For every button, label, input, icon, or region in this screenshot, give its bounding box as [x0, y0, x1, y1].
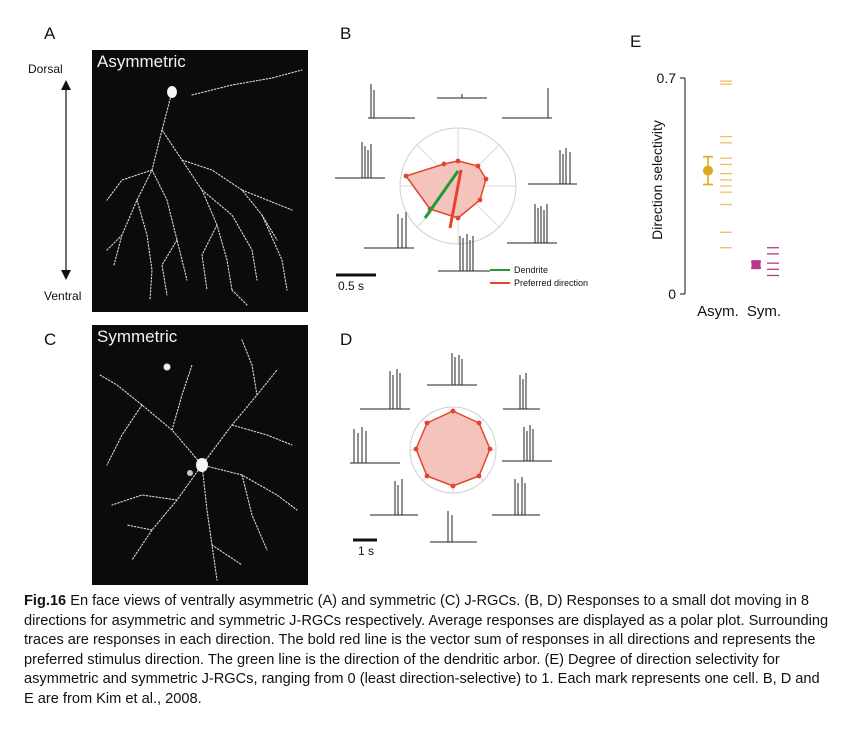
panel-a-label: A — [44, 24, 56, 43]
preferred-direction-vector — [448, 169, 463, 229]
dendrite-vector — [423, 170, 460, 219]
symmetric-title: Symmetric — [97, 327, 178, 346]
legend-dendrite: Dendrite — [490, 265, 548, 275]
legend-preferred-direction: Preferred direction — [490, 278, 588, 288]
ventral-label: Ventral — [44, 289, 82, 303]
panel-d-scale-label: 1 s — [358, 544, 375, 558]
legend-dendrite-swatch — [490, 269, 510, 271]
panel-b-direction-plot — [335, 84, 577, 277]
chart-e-ytick-label: 0 — [668, 286, 676, 302]
legend-dendrite-label: Dendrite — [514, 265, 549, 275]
asymmetric-title: Asymmetric — [97, 52, 186, 71]
chart-e-category-label: Sym. — [747, 303, 781, 320]
asymmetric-micrograph: Asymmetric — [92, 50, 308, 312]
chart-e-ytick-label: 0.7 — [657, 70, 677, 86]
mean-marker — [751, 260, 761, 270]
figure-caption: Fig.16 En face views of ventrally asymme… — [24, 592, 829, 710]
panel-d-label: D — [340, 330, 353, 349]
panel-c-label: C — [44, 330, 57, 349]
dorsal-ventral-arrow — [61, 80, 71, 280]
symmetric-cell-drawing — [99, 339, 298, 581]
chart-e-ylabel: Direction selectivity — [649, 120, 665, 240]
panel-d-direction-plot — [350, 353, 552, 543]
symmetric-micrograph: Symmetric — [92, 325, 308, 585]
legend-preferred-label: Preferred direction — [514, 278, 589, 288]
caption-figure-label: Fig.16 — [24, 593, 67, 609]
chart-e-category-label: Asym. — [697, 303, 739, 320]
mean-marker — [703, 165, 713, 176]
panel-e-label: E — [630, 32, 642, 51]
panel-b-label: B — [340, 24, 352, 43]
dorsal-label: Dorsal — [28, 62, 63, 76]
caption-body: En face views of ventrally asymmetric (A… — [24, 593, 829, 707]
asymmetric-cell-drawing — [106, 69, 303, 306]
panel-b-scale-label: 0.5 s — [338, 279, 365, 293]
legend-preferred-swatch — [490, 282, 510, 284]
direction-selectivity-chart: Direction selectivity 0 0.7 Asym. Sym. — [649, 70, 781, 320]
